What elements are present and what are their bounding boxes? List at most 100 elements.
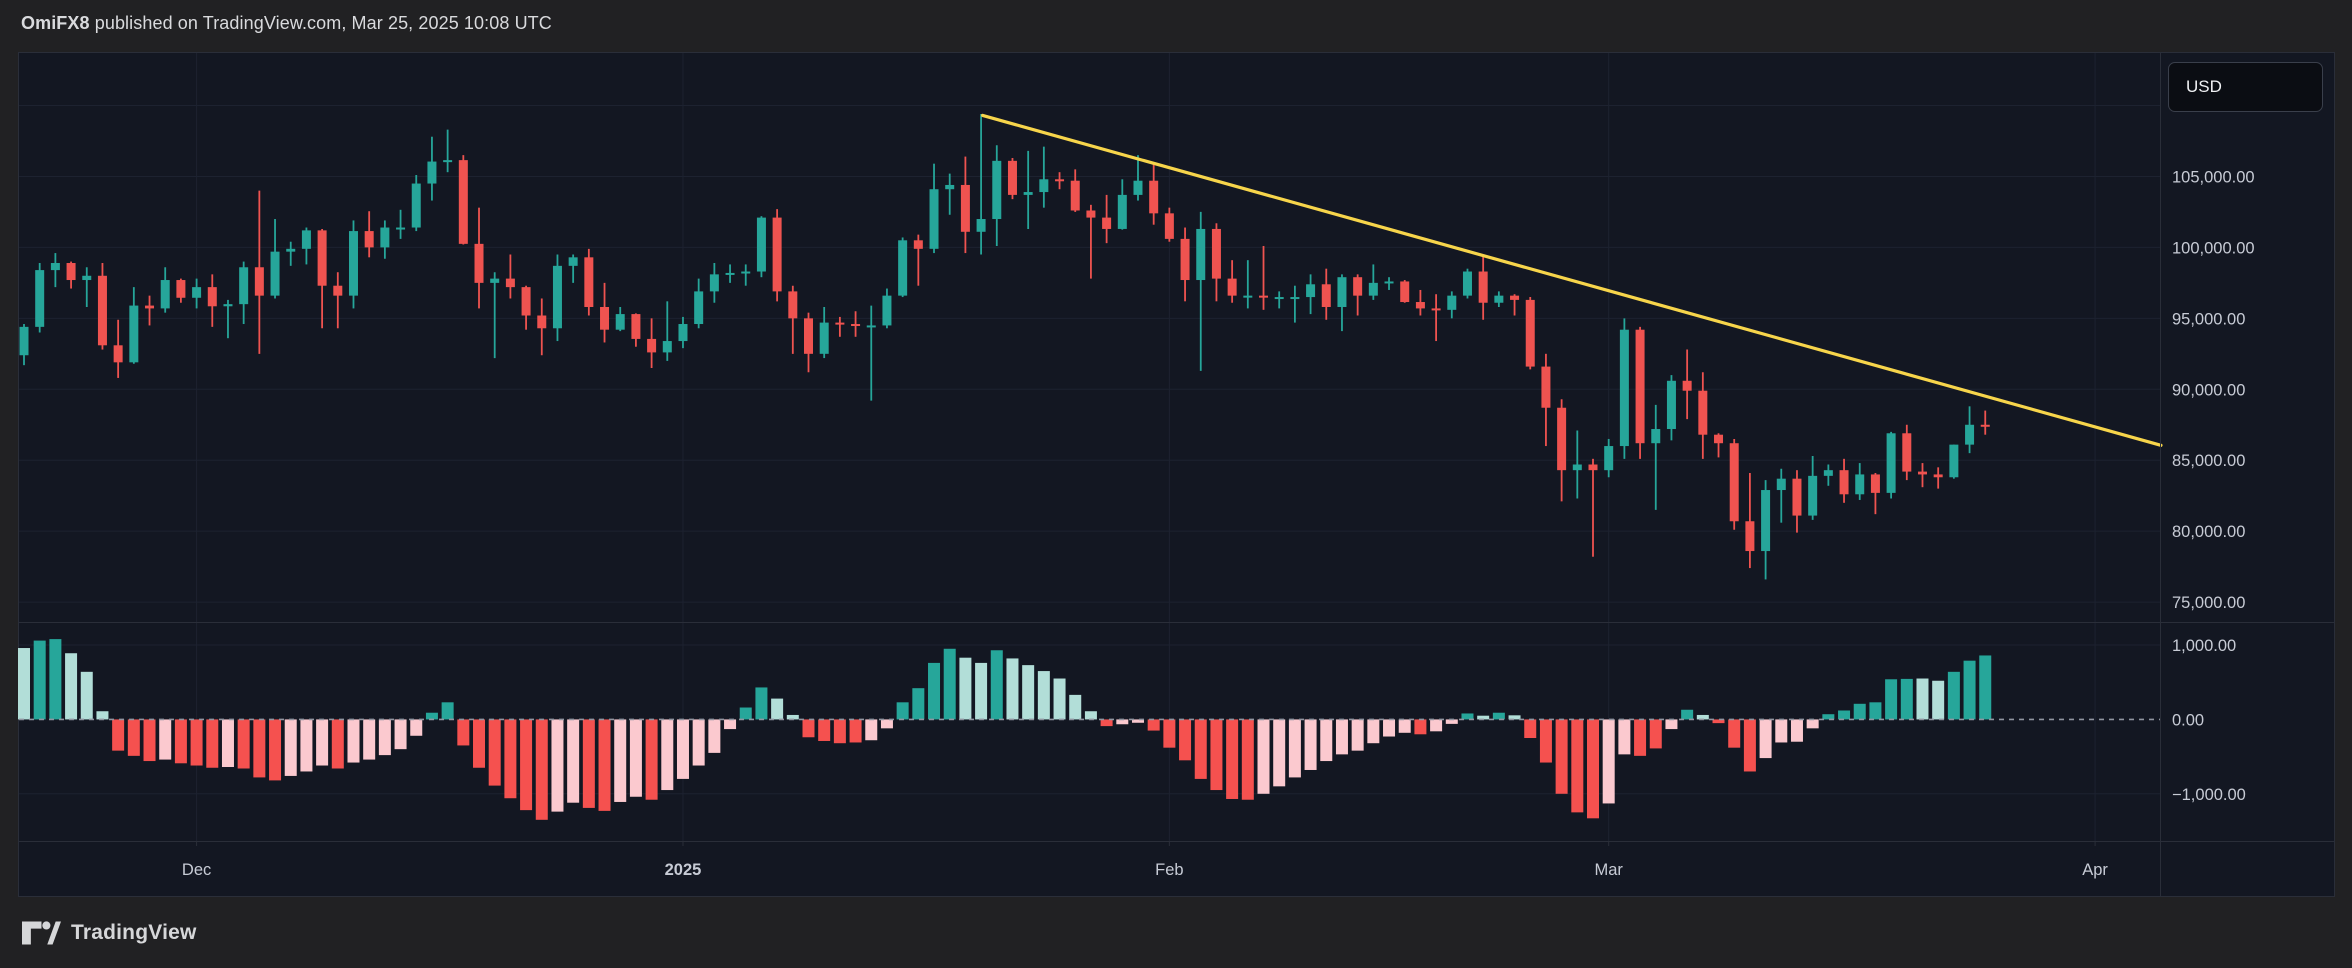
histogram-bar [771, 698, 784, 720]
candle [788, 291, 798, 319]
price-tick-label: 90,000.00 [2172, 381, 2245, 399]
trendline[interactable] [981, 113, 2163, 447]
histogram-bar [1194, 719, 1207, 779]
candle [1666, 380, 1676, 430]
candle [1980, 424, 1990, 427]
histogram-bar [582, 719, 595, 808]
histogram-bar [1430, 719, 1443, 732]
histogram-bar [818, 719, 831, 741]
histogram-bar [112, 719, 125, 751]
candle [1902, 433, 1912, 472]
candle [1729, 443, 1739, 522]
histogram-pane[interactable] [18, 639, 1992, 820]
brand-name: TradingView [71, 921, 197, 944]
histogram-bar [1775, 719, 1788, 743]
candle [992, 160, 1002, 220]
candle [662, 341, 672, 353]
candle [192, 287, 202, 298]
candle [1196, 228, 1206, 281]
candle [427, 161, 437, 184]
histogram-bar [896, 702, 909, 720]
histogram-tick-label: −1,000.00 [2172, 786, 2246, 804]
candle [819, 322, 829, 354]
histogram-bar [1006, 658, 1019, 720]
candle [1243, 295, 1253, 298]
histogram-bar [1022, 665, 1035, 720]
candle [176, 280, 186, 298]
price-pane[interactable] [19, 114, 1990, 580]
histogram-bar [928, 662, 941, 720]
candle [725, 272, 735, 275]
histogram-bar [1508, 715, 1521, 720]
histogram-bar [190, 719, 203, 766]
candle [1102, 217, 1112, 229]
candle [1933, 474, 1943, 478]
histogram-bar [1084, 711, 1097, 720]
candle [317, 230, 327, 286]
histogram-bar [739, 707, 752, 720]
tradingview-logo-icon [22, 921, 61, 945]
candle [1510, 295, 1520, 300]
histogram-bar [425, 712, 438, 720]
histogram-bar [692, 719, 705, 766]
price-scale[interactable]: 105,000.00 100,000.00 95,000.00 90,000.00 85… [2172, 168, 2255, 803]
histogram-bar [1116, 719, 1129, 725]
histogram-bar [661, 719, 674, 791]
histogram-bar [1445, 719, 1458, 724]
histogram-bar [1100, 719, 1113, 727]
histogram-bar [1759, 719, 1772, 759]
time-scale[interactable]: Dec 2025 Feb Mar Apr [182, 841, 2109, 879]
candle [113, 345, 123, 363]
author-name: OmiFX8 [21, 12, 90, 33]
histogram-bar [457, 719, 470, 746]
time-tick-label: Feb [1155, 861, 1183, 879]
candle [1541, 366, 1551, 408]
histogram-bar [1571, 719, 1584, 813]
histogram-bar [1806, 719, 1819, 729]
time-tick-label: Mar [1594, 861, 1623, 879]
candle [835, 322, 845, 325]
price-tick-label: 100,000.00 [2172, 239, 2255, 257]
currency-selector-button[interactable]: USD [2168, 62, 2323, 112]
candle [1604, 446, 1614, 471]
histogram-bar [1555, 719, 1568, 794]
histogram-bar [724, 719, 737, 730]
histogram-bar [1320, 719, 1333, 762]
histogram-bar [253, 719, 266, 778]
candle [1180, 238, 1190, 281]
candle [1149, 180, 1159, 214]
price-tick-label: 85,000.00 [2172, 452, 2245, 470]
candle [600, 306, 610, 330]
histogram-bar [1383, 719, 1396, 737]
histogram-tick-label: 0.00 [2172, 711, 2204, 729]
candle [145, 305, 155, 309]
candle [945, 184, 955, 190]
candle [772, 217, 782, 292]
candle [1965, 424, 1975, 445]
candle [1431, 308, 1441, 311]
histogram-bar [1728, 719, 1741, 748]
candle [254, 267, 264, 296]
histogram-bar [535, 719, 548, 820]
tradingview-link[interactable]: TradingView [22, 921, 197, 945]
histogram-bar [174, 719, 187, 764]
histogram-bar [1790, 719, 1803, 742]
candle [756, 217, 766, 272]
candle [568, 257, 578, 266]
price-tick-label: 75,000.00 [2172, 594, 2245, 612]
histogram-bar [629, 719, 642, 797]
candle [443, 160, 453, 163]
histogram-bar [1665, 719, 1678, 730]
candle [1776, 478, 1786, 491]
candle [1557, 407, 1567, 471]
histogram-bar [159, 719, 172, 760]
histogram-bar [1226, 719, 1239, 799]
histogram-bar [316, 719, 329, 766]
histogram-bar [18, 648, 30, 720]
histogram-bar [833, 719, 846, 744]
candle [1321, 284, 1331, 307]
candle [851, 324, 861, 327]
candle [1870, 474, 1880, 493]
candle [270, 251, 280, 296]
